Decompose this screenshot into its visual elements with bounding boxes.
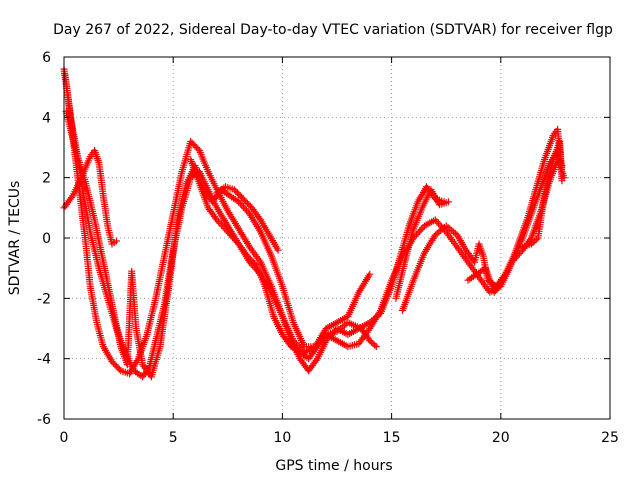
x-tick-label-4: 20 bbox=[492, 430, 510, 446]
data-point bbox=[68, 194, 75, 201]
data-point bbox=[531, 237, 539, 245]
x-tick-label-5: 25 bbox=[601, 430, 619, 446]
data-point bbox=[251, 260, 259, 268]
data-point bbox=[509, 256, 517, 264]
data-point bbox=[366, 270, 374, 278]
data-point bbox=[292, 340, 300, 348]
data-point bbox=[241, 196, 248, 204]
data-point bbox=[213, 216, 221, 224]
data-point bbox=[508, 258, 516, 266]
data-point bbox=[219, 223, 227, 231]
y-tick-label-0: -6 bbox=[37, 412, 51, 428]
y-tick-label-5: 4 bbox=[42, 110, 51, 126]
data-point bbox=[532, 236, 540, 243]
data-point bbox=[274, 246, 282, 254]
data-point bbox=[417, 225, 425, 233]
data-point bbox=[516, 250, 523, 257]
data-point bbox=[529, 239, 537, 246]
y-tick-label-3: 0 bbox=[42, 231, 51, 247]
data-point bbox=[224, 228, 232, 236]
data-point bbox=[191, 142, 199, 150]
grid bbox=[64, 57, 610, 419]
data-point bbox=[112, 237, 120, 245]
data-point bbox=[367, 338, 375, 346]
y-tick-label-2: -2 bbox=[37, 291, 51, 307]
data-point bbox=[416, 227, 424, 235]
data-point bbox=[431, 216, 439, 224]
data-point bbox=[232, 237, 240, 245]
data-point bbox=[514, 251, 522, 259]
data-point bbox=[108, 358, 116, 366]
data-point bbox=[436, 221, 444, 229]
y-tick-label-1: -4 bbox=[37, 352, 51, 368]
data-point bbox=[255, 214, 263, 222]
y-tick-label-4: 2 bbox=[42, 171, 51, 187]
x-tick-label-1: 5 bbox=[169, 430, 178, 446]
data-point bbox=[243, 206, 250, 214]
data-point bbox=[433, 218, 441, 226]
data-series bbox=[60, 65, 568, 381]
data-point bbox=[371, 341, 379, 349]
data-point bbox=[289, 337, 297, 345]
data-point bbox=[221, 225, 229, 232]
x-tick-label-3: 15 bbox=[383, 430, 401, 446]
data-point bbox=[235, 198, 243, 206]
data-point bbox=[214, 218, 222, 226]
data-point bbox=[115, 365, 123, 373]
x-axis-label: GPS time / hours bbox=[275, 458, 392, 474]
data-point bbox=[194, 145, 202, 153]
data-point bbox=[369, 340, 377, 348]
x-tick-label-2: 10 bbox=[273, 430, 291, 446]
data-point bbox=[511, 255, 519, 263]
y-axis-label: SDTVAR / TECUs bbox=[7, 181, 23, 296]
data-point bbox=[227, 231, 235, 239]
data-point bbox=[236, 200, 244, 207]
data-point bbox=[558, 177, 566, 185]
data-point bbox=[366, 337, 374, 345]
y-tick-label-6: 6 bbox=[42, 50, 51, 66]
data-point bbox=[225, 230, 233, 238]
data-point bbox=[291, 338, 299, 346]
data-point bbox=[230, 235, 238, 243]
x-tick-label-0: 0 bbox=[60, 430, 69, 446]
data-point bbox=[241, 205, 249, 213]
data-point bbox=[444, 198, 452, 206]
ticks: 0 5 10 15 20 25 -6 -4 -2 0 2 4 6 bbox=[37, 50, 619, 446]
data-point bbox=[218, 221, 226, 229]
data-point bbox=[312, 356, 320, 364]
chart-title: Day 267 of 2022, Sidereal Day-to-day VTE… bbox=[53, 22, 613, 38]
data-point bbox=[527, 240, 535, 248]
data-point bbox=[239, 203, 247, 211]
data-point bbox=[372, 343, 380, 351]
